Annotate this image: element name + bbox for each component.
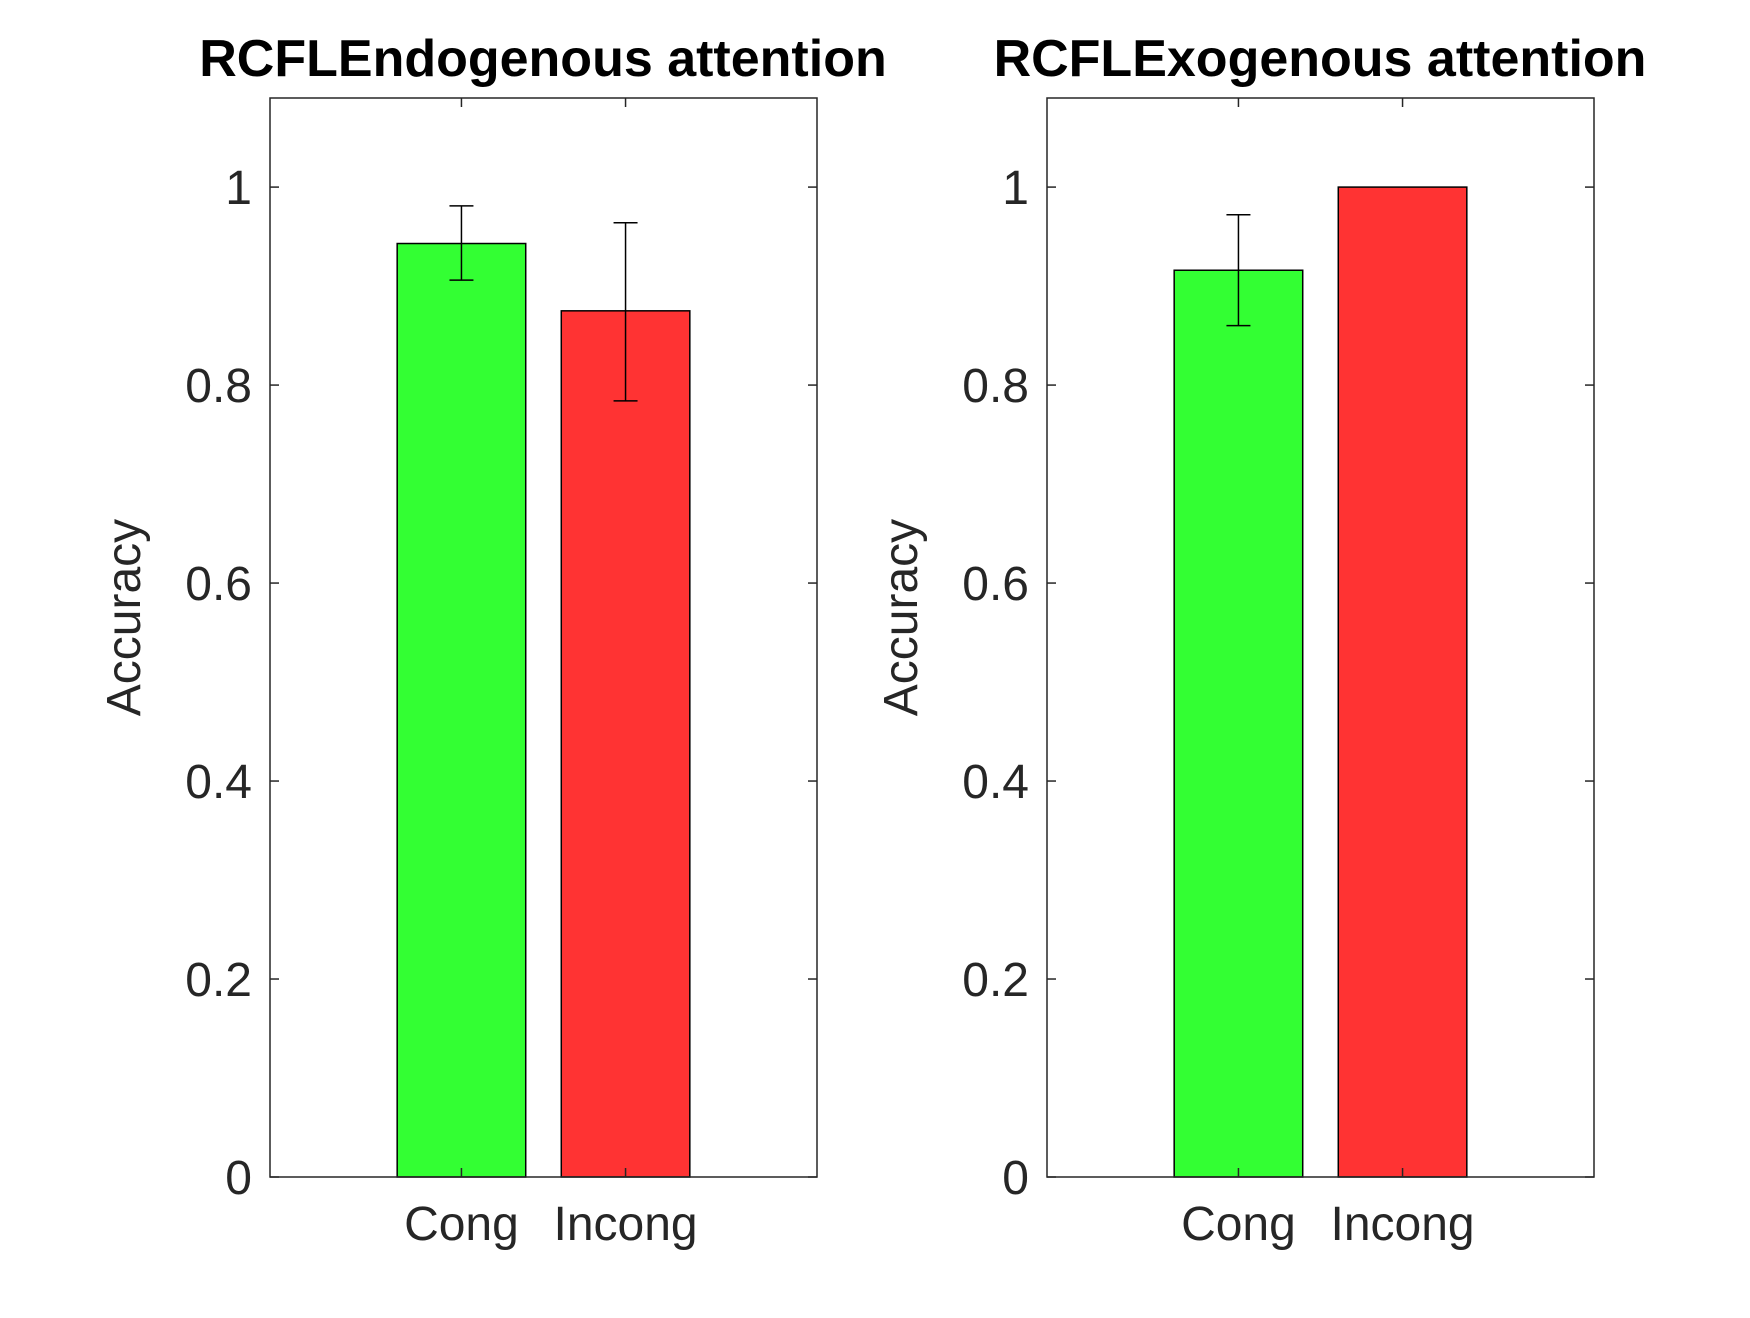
y-tick-label: 0.8 [962, 360, 1029, 413]
y-tick-label: 0.2 [185, 954, 252, 1007]
y-tick-label: 1 [1002, 162, 1029, 215]
y-tick-label: 0.2 [962, 954, 1029, 1007]
y-tick-label: 0 [225, 1152, 252, 1205]
y-tick-label: 0.4 [962, 756, 1029, 809]
error-bar-incong [613, 221, 638, 402]
bar-cong [396, 242, 527, 1178]
axes-box [269, 97, 818, 1178]
x-tick-label-incong: Incong [1330, 1198, 1474, 1251]
chart-title: RCFLExogenous attention [994, 30, 1647, 88]
y-tick-label: 1 [225, 162, 252, 215]
bar-incong [1337, 186, 1468, 1178]
y-tick-label: 0.6 [962, 558, 1029, 611]
error-bar-cong [449, 205, 474, 281]
x-tick-label-cong: Cong [404, 1198, 519, 1251]
y-tick-label: 0.6 [185, 558, 252, 611]
chart-title: RCFLEndogenous attention [199, 30, 886, 88]
bar-cong [1173, 269, 1304, 1178]
chart-panel-1: 0 0.2 0.4 0.6 0.8 1 Cong Incong Accuracy RCFLEndo… [98, 30, 887, 1251]
bar-incong [560, 310, 691, 1178]
y-tick-label: 0 [1002, 1152, 1029, 1205]
chart-panel-2: 0 0.2 0.4 0.6 0.8 1 Cong Incong Accuracy RCFLExog… [875, 30, 1646, 1251]
y-tick-label: 0.8 [185, 360, 252, 413]
y-axis-label: Accuracy [875, 519, 928, 716]
axes-box [1046, 97, 1595, 1178]
x-tick-label-cong: Cong [1181, 1198, 1296, 1251]
y-tick-label: 0.4 [185, 756, 252, 809]
x-tick-label-incong: Incong [553, 1198, 697, 1251]
error-bar-cong [1226, 214, 1251, 327]
y-axis-label: Accuracy [98, 519, 151, 716]
